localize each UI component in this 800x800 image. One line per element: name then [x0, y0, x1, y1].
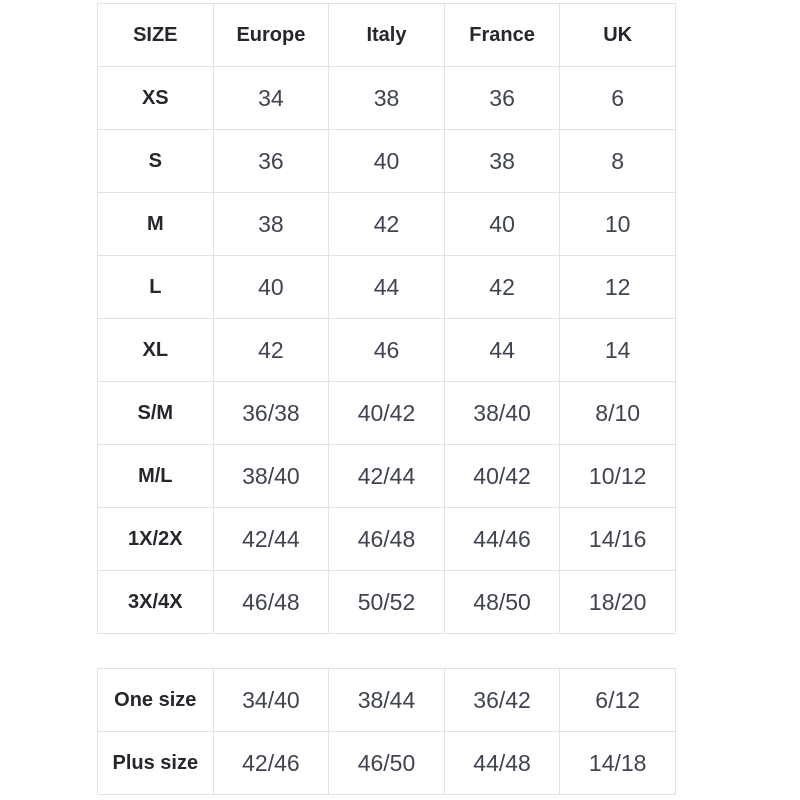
value-cell: 36/38	[212, 381, 330, 445]
table-row: M 38 42 40 10	[97, 192, 676, 256]
value-cell: 12	[559, 255, 676, 319]
table-row: Plus size 42/46 46/50 44/48 14/18	[97, 731, 676, 795]
value-cell: 40	[212, 255, 330, 319]
value-cell: 44	[328, 255, 445, 319]
size-label-cell: S	[97, 129, 214, 193]
value-cell: 42	[328, 192, 445, 256]
size-label-cell: L	[97, 255, 214, 319]
value-cell: 42/44	[212, 507, 330, 571]
size-label-cell: S/M	[97, 381, 214, 445]
value-cell: 48/50	[443, 570, 561, 634]
value-cell: 42	[212, 318, 330, 382]
value-cell: 50/52	[328, 570, 445, 634]
column-header-europe: Europe	[212, 3, 330, 67]
value-cell: 44	[443, 318, 561, 382]
value-cell: 6/12	[559, 668, 676, 732]
column-header-france: France	[443, 3, 561, 67]
value-cell: 40/42	[328, 381, 445, 445]
value-cell: 34/40	[212, 668, 330, 732]
table-row: S 36 40 38 8	[97, 129, 676, 193]
value-cell: 36/42	[443, 668, 561, 732]
header-row: SIZE Europe Italy France UK	[97, 3, 676, 67]
table-row: L 40 44 42 12	[97, 255, 676, 319]
column-header-italy: Italy	[328, 3, 445, 67]
value-cell: 18/20	[559, 570, 676, 634]
size-label-cell: Plus size	[97, 731, 214, 795]
table-row: XS 34 38 36 6	[97, 66, 676, 130]
value-cell: 44/48	[443, 731, 561, 795]
special-size-table: One size 34/40 38/44 36/42 6/12 Plus size 42/4…	[97, 668, 676, 795]
value-cell: 36	[212, 129, 330, 193]
value-cell: 14	[559, 318, 676, 382]
value-cell: 42/44	[328, 444, 445, 508]
table-row: 1X/2X 42/44 46/48 44/46 14/16	[97, 507, 676, 571]
table-row: 3X/4X 46/48 50/52 48/50 18/20	[97, 570, 676, 634]
table-row: M/L 38/40 42/44 40/42 10/12	[97, 444, 676, 508]
value-cell: 10	[559, 192, 676, 256]
size-label-cell: 3X/4X	[97, 570, 214, 634]
main-size-table: SIZE Europe Italy France UK XS 34 38 36 6 S 36 40 38 8…	[97, 3, 676, 634]
value-cell: 42	[443, 255, 561, 319]
value-cell: 40/42	[443, 444, 561, 508]
value-cell: 40	[443, 192, 561, 256]
value-cell: 38	[212, 192, 330, 256]
column-header-uk: UK	[559, 3, 676, 67]
size-label-cell: XL	[97, 318, 214, 382]
value-cell: 38/40	[212, 444, 330, 508]
value-cell: 14/18	[559, 731, 676, 795]
value-cell: 46/48	[328, 507, 445, 571]
size-label-cell: XS	[97, 66, 214, 130]
value-cell: 38/40	[443, 381, 561, 445]
value-cell: 38/44	[328, 668, 445, 732]
value-cell: 38	[328, 66, 445, 130]
size-label-cell: One size	[97, 668, 214, 732]
value-cell: 10/12	[559, 444, 676, 508]
value-cell: 42/46	[212, 731, 330, 795]
value-cell: 34	[212, 66, 330, 130]
value-cell: 46/50	[328, 731, 445, 795]
size-label-cell: 1X/2X	[97, 507, 214, 571]
value-cell: 6	[559, 66, 676, 130]
value-cell: 8	[559, 129, 676, 193]
value-cell: 46/48	[212, 570, 330, 634]
value-cell: 8/10	[559, 381, 676, 445]
table-row: S/M 36/38 40/42 38/40 8/10	[97, 381, 676, 445]
value-cell: 14/16	[559, 507, 676, 571]
size-label-cell: M	[97, 192, 214, 256]
value-cell: 40	[328, 129, 445, 193]
value-cell: 38	[443, 129, 561, 193]
table-row: One size 34/40 38/44 36/42 6/12	[97, 668, 676, 732]
table-row: XL 42 46 44 14	[97, 318, 676, 382]
value-cell: 46	[328, 318, 445, 382]
size-label-cell: M/L	[97, 444, 214, 508]
column-header-size: SIZE	[97, 3, 214, 67]
value-cell: 44/46	[443, 507, 561, 571]
value-cell: 36	[443, 66, 561, 130]
